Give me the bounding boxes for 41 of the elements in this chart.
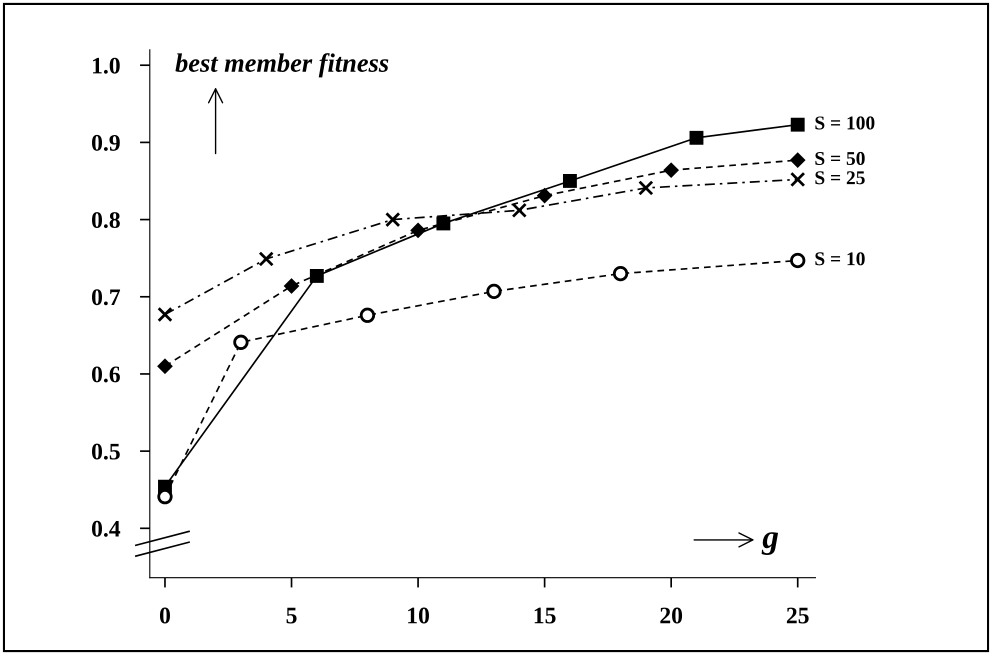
series-label: S = 25: [815, 171, 865, 184]
point: [486, 284, 502, 300]
series-label: S = 100: [815, 116, 874, 130]
x-tick-label: 0: [160, 608, 170, 624]
y-tick-label: 0.4: [92, 520, 120, 537]
y-tick-label: 0.9: [92, 134, 120, 151]
point: [562, 174, 577, 188]
point: [638, 180, 654, 196]
y-tick-label: 1.0: [93, 58, 120, 74]
series-label: S = 50: [815, 152, 865, 166]
point: [612, 266, 628, 282]
point: [790, 252, 806, 268]
point: [385, 212, 400, 228]
point: [537, 188, 552, 204]
point: [690, 130, 704, 145]
point: [512, 202, 527, 218]
point: [790, 118, 805, 132]
y-tick-label: 0.8: [92, 212, 120, 228]
x-tick-label: 5: [286, 608, 297, 624]
point: [360, 308, 376, 323]
y-tick-label: 0.5: [92, 444, 120, 460]
x-tick-label: 15: [534, 608, 556, 624]
point: [436, 216, 450, 230]
y-tick-label: 0.7: [92, 289, 120, 306]
point: [790, 172, 806, 188]
point: [284, 278, 300, 294]
point: [410, 222, 426, 238]
x-tick-label: 10: [408, 608, 429, 624]
point: [664, 162, 679, 178]
point: [258, 251, 274, 267]
point: [310, 268, 324, 283]
x-tick-label: 25: [786, 608, 809, 624]
point: [157, 306, 173, 322]
x-tick-label: 20: [660, 608, 682, 624]
point: [233, 334, 249, 350]
x-axis-title: g: [762, 532, 778, 556]
series-label: S = 10: [815, 252, 865, 266]
point: [790, 152, 806, 168]
y-tick-label: 0.6: [92, 366, 120, 382]
point: [157, 358, 173, 374]
y-axis-title: best member fitness: [175, 53, 388, 78]
